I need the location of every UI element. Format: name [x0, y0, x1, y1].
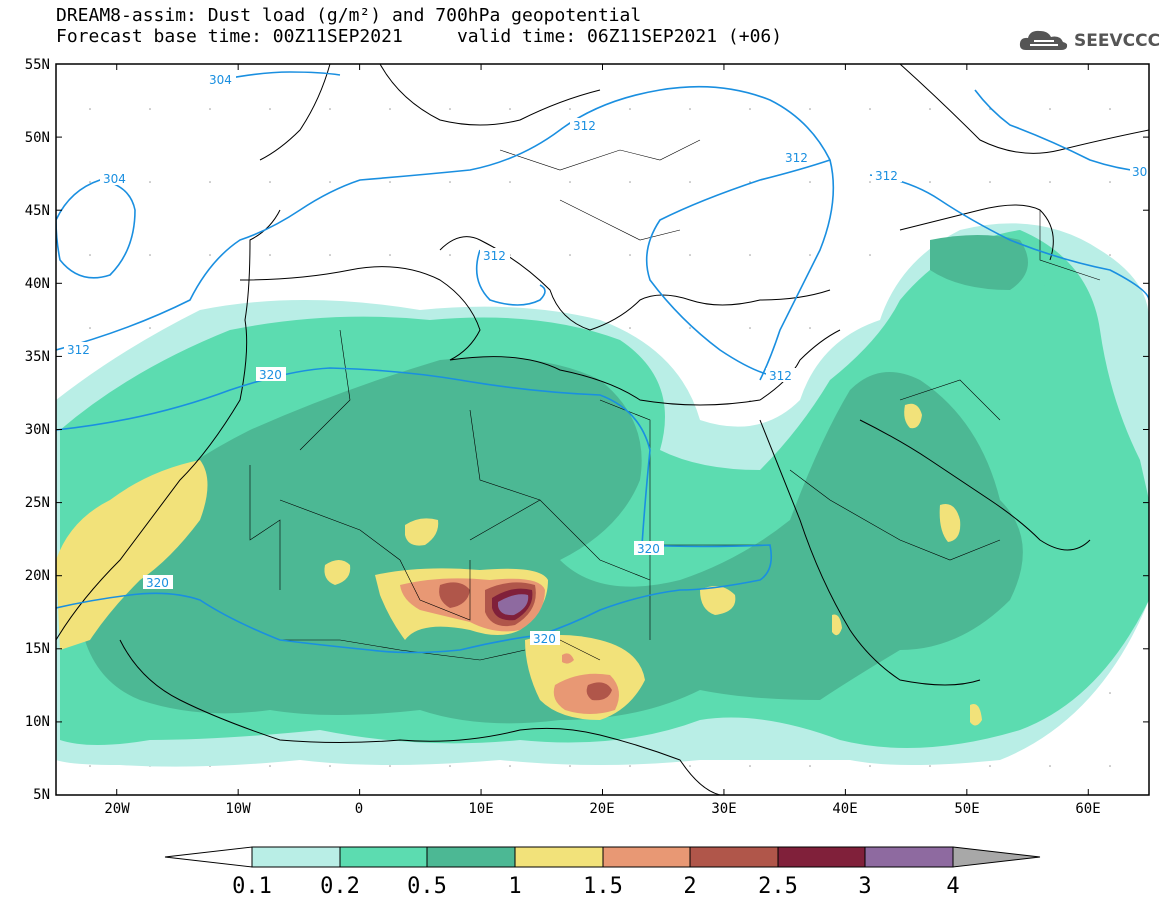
contour-label-312-a: 312 [573, 119, 596, 133]
cloud-icon [1019, 30, 1068, 50]
colorbar-segment [251, 846, 341, 868]
lon-label: 60E [1075, 801, 1100, 817]
dust-shading-purple [498, 594, 529, 616]
contour-labels: 304 312 312 304 312 312 312 312 320 320 … [64, 72, 1149, 646]
colorbar: 0.1 0.2 0.5 1 1.5 2 2.5 3 4 [164, 846, 1041, 899]
colorbar-segment [689, 846, 779, 868]
latitude-labels: 55N 50N 45N 40N 35N 30N 25N 20N 15N 10N … [25, 57, 50, 803]
colorbar-label: 0.2 [320, 874, 360, 899]
colorbar-label: 0.1 [232, 874, 272, 899]
contour-label-312-d: 312 [875, 169, 898, 183]
colorbar-label: 2 [683, 874, 696, 899]
colorbar-segment [602, 846, 691, 868]
colorbar-segment [339, 846, 428, 868]
contour-label-304-a: 304 [209, 73, 232, 87]
colorbar-label: 1.5 [583, 874, 623, 899]
colorbar-segment [864, 846, 954, 868]
contour-label-312-b: 312 [483, 249, 506, 263]
lat-label: 10N [25, 714, 50, 730]
colorbar-label: 1 [508, 874, 521, 899]
country-borders [249, 139, 1101, 661]
colorbar-label: 2.5 [758, 874, 798, 899]
lon-label: 20E [589, 801, 614, 817]
geopotential-contours [56, 71, 1149, 654]
lat-label: 25N [25, 495, 50, 511]
contour-label-304-b: 304 [103, 172, 126, 186]
contour-label-312-c: 312 [785, 151, 808, 165]
axis-ticks [56, 63, 1149, 796]
lon-label: 50E [954, 801, 979, 817]
colorbar-left-triangle [164, 846, 253, 868]
logo-text: SEEVCCC [1074, 31, 1161, 51]
contour-label-30: 30 [1132, 165, 1147, 179]
longitude-labels: 20W 10W 0 10E 20E 30E 40E 50E 60E [104, 801, 1100, 817]
contour-label-320-c: 320 [146, 576, 169, 590]
lon-label: 40E [832, 801, 857, 817]
colorbar-segment [777, 846, 866, 868]
lat-label: 40N [25, 276, 50, 292]
contour-label-320-b: 320 [637, 542, 660, 556]
lon-label: 10W [225, 801, 251, 817]
colorbar-label: 4 [946, 874, 959, 899]
contour-label-312-e: 312 [67, 343, 90, 357]
lat-label: 15N [25, 641, 50, 657]
lon-label: 30E [711, 801, 736, 817]
lat-label: 55N [25, 57, 50, 73]
dust-shading-dark [80, 235, 1028, 724]
contour-label-320-d: 320 [533, 632, 556, 646]
lon-label: 10E [468, 801, 493, 817]
lon-label: 20W [104, 801, 130, 817]
lon-label: 0 [355, 801, 363, 817]
colorbar-label: 3 [858, 874, 871, 899]
colorbar-segment [426, 846, 516, 868]
contour-label-320-a: 320 [259, 368, 282, 382]
colorbar-segment [514, 846, 604, 868]
forecast-time-line: Forecast base time: 00Z11SEP2021 valid t… [56, 26, 783, 47]
contour-label-312-f: 312 [769, 369, 792, 383]
map-title: DREAM8-assim: Dust load (g/m²) and 700hP… [56, 5, 642, 26]
lat-label: 5N [33, 787, 50, 803]
colorbar-right-triangle [952, 846, 1041, 868]
map-area: 304 312 312 304 312 312 312 312 320 320 … [56, 64, 1149, 795]
coastlines [56, 64, 1149, 795]
lat-label: 35N [25, 349, 50, 365]
lat-label: 20N [25, 568, 50, 584]
lat-label: 45N [25, 203, 50, 219]
lat-label: 30N [25, 422, 50, 438]
colorbar-label: 0.5 [407, 874, 447, 899]
seevccc-logo: SEEVCCC [1018, 28, 1160, 54]
lat-label: 50N [25, 130, 50, 146]
